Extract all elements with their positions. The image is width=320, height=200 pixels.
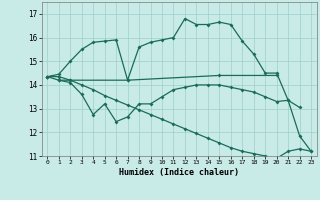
X-axis label: Humidex (Indice chaleur): Humidex (Indice chaleur) [119,168,239,177]
